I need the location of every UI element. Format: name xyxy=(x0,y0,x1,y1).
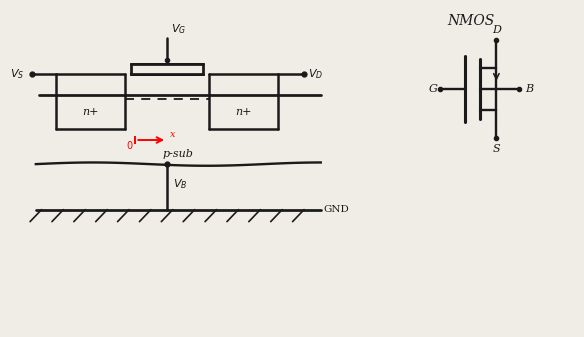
Text: x: x xyxy=(170,130,175,139)
Text: $V_D$: $V_D$ xyxy=(308,67,324,81)
Text: G: G xyxy=(429,84,437,94)
Text: D: D xyxy=(492,25,501,35)
Text: B: B xyxy=(525,84,533,94)
Text: S: S xyxy=(492,144,500,154)
Text: 0: 0 xyxy=(126,141,133,151)
Text: n+: n+ xyxy=(235,107,251,117)
Text: p-sub: p-sub xyxy=(163,149,194,159)
Bar xyxy=(131,64,203,74)
Text: $V_S$: $V_S$ xyxy=(10,67,25,81)
Text: GND: GND xyxy=(324,205,349,214)
Text: $V_B$: $V_B$ xyxy=(173,177,187,191)
Text: n+: n+ xyxy=(82,107,99,117)
Text: $V_G$: $V_G$ xyxy=(171,22,186,36)
Text: NMOS: NMOS xyxy=(447,13,494,28)
